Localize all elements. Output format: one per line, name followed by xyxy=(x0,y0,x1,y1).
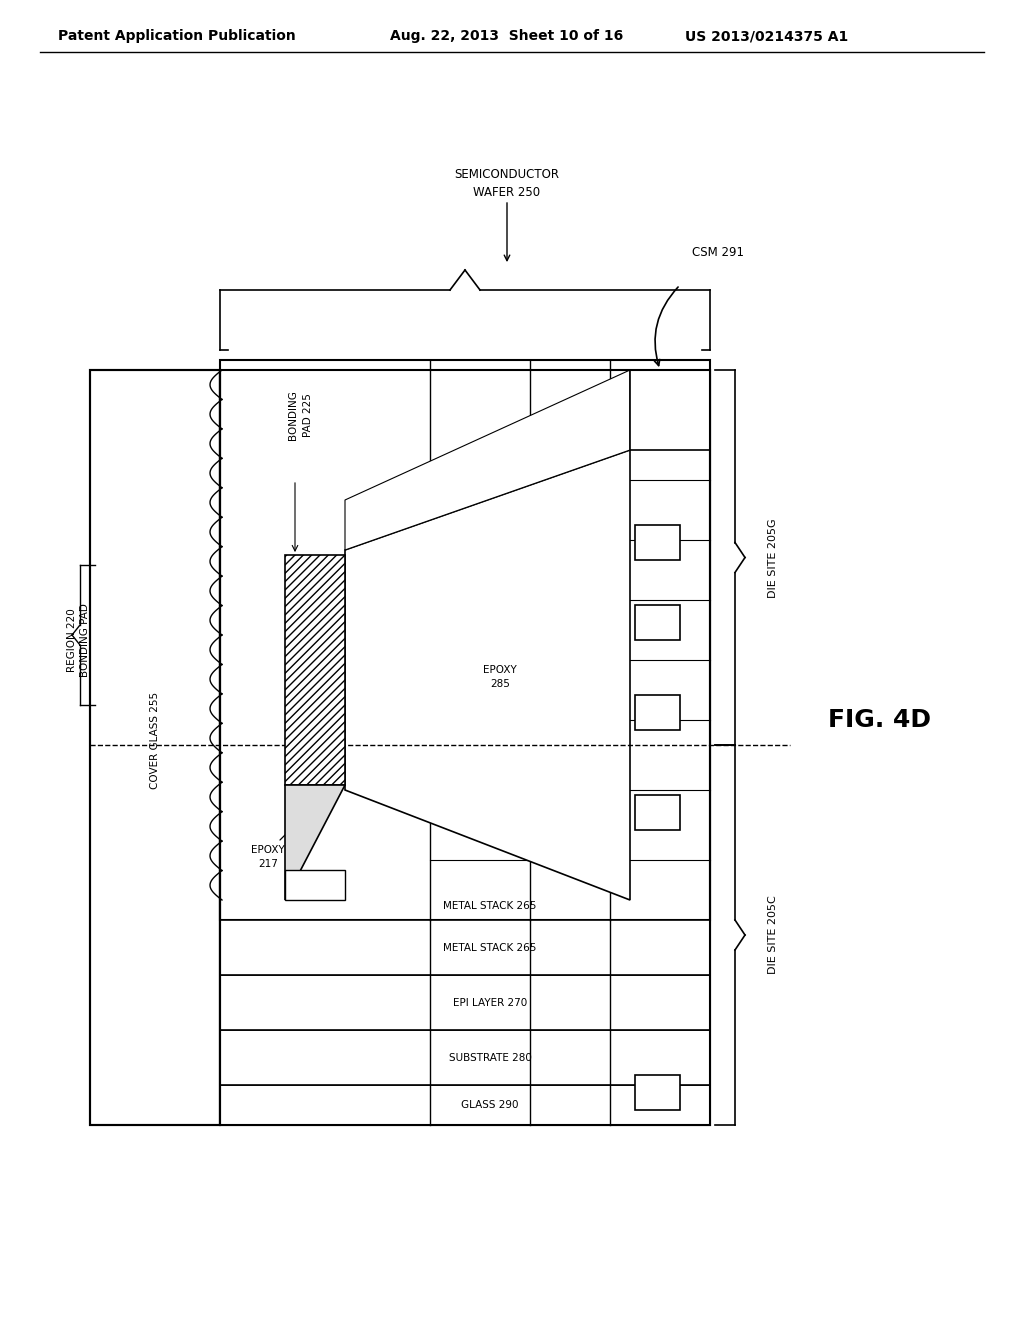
Bar xyxy=(220,975,710,1030)
Text: CSM 291: CSM 291 xyxy=(692,246,744,259)
Text: 285: 285 xyxy=(490,678,510,689)
Text: COVER GLASS 255: COVER GLASS 255 xyxy=(150,692,160,788)
Bar xyxy=(635,525,680,560)
Bar xyxy=(220,370,710,1125)
Bar xyxy=(220,1085,710,1125)
Text: METAL STACK 265: METAL STACK 265 xyxy=(443,902,537,911)
Bar xyxy=(635,1074,680,1110)
Text: US 2013/0214375 A1: US 2013/0214375 A1 xyxy=(685,29,848,44)
Bar xyxy=(90,370,220,1125)
Bar xyxy=(635,605,680,640)
Text: EPOXY: EPOXY xyxy=(483,665,517,675)
Text: SUBSTRATE 280: SUBSTRATE 280 xyxy=(449,1053,531,1063)
Text: EPOXY: EPOXY xyxy=(251,845,285,855)
Bar xyxy=(285,554,345,785)
Text: DIE SITE 205G: DIE SITE 205G xyxy=(768,519,778,598)
Bar xyxy=(635,696,680,730)
Bar xyxy=(285,870,345,900)
Text: EPI LAYER 270: EPI LAYER 270 xyxy=(453,998,527,1008)
Text: BONDING: BONDING xyxy=(288,391,298,440)
Text: REGION 220: REGION 220 xyxy=(67,609,77,672)
Bar xyxy=(630,370,710,450)
Polygon shape xyxy=(345,370,630,550)
Bar xyxy=(90,370,220,1125)
Text: METAL STACK 265: METAL STACK 265 xyxy=(443,942,537,953)
Text: BONDING PAD: BONDING PAD xyxy=(80,603,90,677)
Bar xyxy=(220,920,710,975)
Text: 217: 217 xyxy=(258,859,278,869)
Polygon shape xyxy=(285,785,345,900)
Text: GLASS 290: GLASS 290 xyxy=(461,1100,519,1110)
Bar xyxy=(220,360,710,920)
Bar xyxy=(220,370,710,1125)
Text: FIG. 4D: FIG. 4D xyxy=(828,708,932,733)
Text: SEMICONDUCTOR: SEMICONDUCTOR xyxy=(455,169,559,181)
Bar xyxy=(220,1030,710,1085)
Polygon shape xyxy=(345,450,630,900)
Text: PAD 225: PAD 225 xyxy=(303,393,313,437)
Bar xyxy=(635,795,680,830)
Text: WAFER 250: WAFER 250 xyxy=(473,186,541,198)
Text: Patent Application Publication: Patent Application Publication xyxy=(58,29,296,44)
Text: DIE SITE 205C: DIE SITE 205C xyxy=(768,896,778,974)
Text: Aug. 22, 2013  Sheet 10 of 16: Aug. 22, 2013 Sheet 10 of 16 xyxy=(390,29,624,44)
